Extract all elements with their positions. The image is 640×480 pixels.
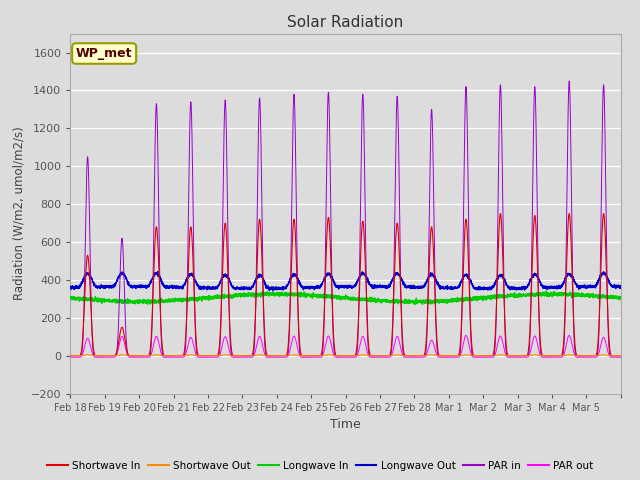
- Title: Solar Radiation: Solar Radiation: [287, 15, 404, 30]
- Text: WP_met: WP_met: [76, 47, 132, 60]
- Y-axis label: Radiation (W/m2, umol/m2/s): Radiation (W/m2, umol/m2/s): [12, 127, 26, 300]
- Legend: Shortwave In, Shortwave Out, Longwave In, Longwave Out, PAR in, PAR out: Shortwave In, Shortwave Out, Longwave In…: [43, 456, 597, 475]
- X-axis label: Time: Time: [330, 418, 361, 431]
